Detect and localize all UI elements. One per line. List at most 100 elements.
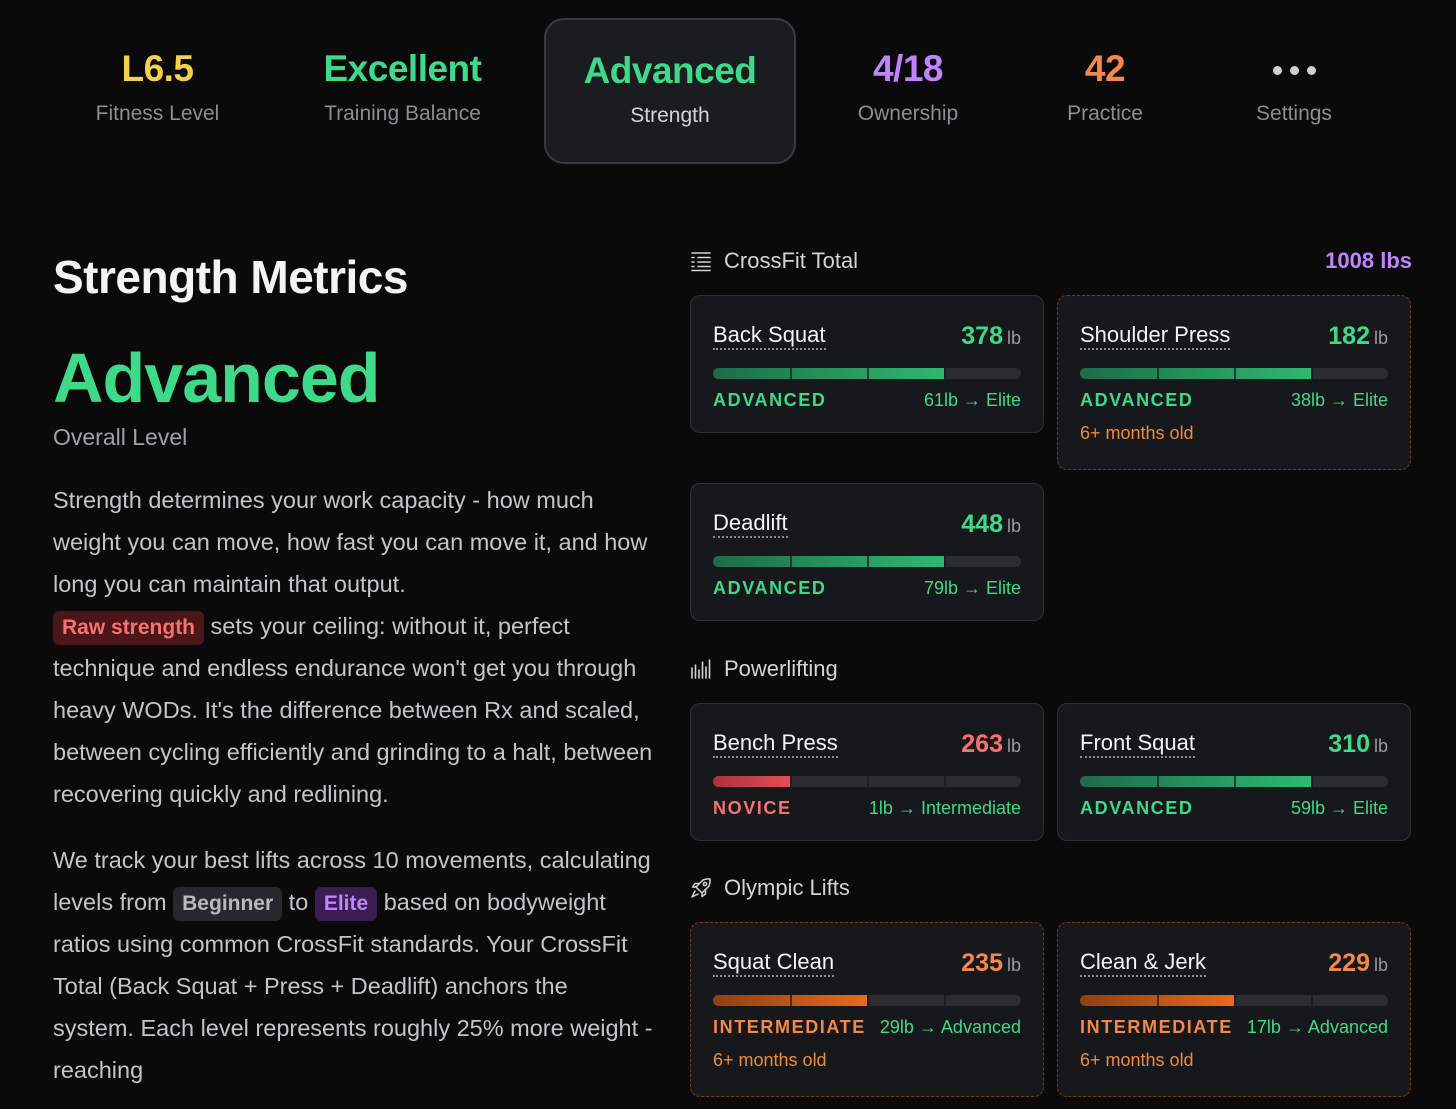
lift-level: NOVICE: [713, 798, 792, 818]
page-title: Strength Metrics: [53, 251, 408, 303]
settings-label: Settings: [1256, 102, 1332, 125]
lift-level: ADVANCED: [713, 578, 827, 598]
lift-card-back-squat[interactable]: Back Squat 378 lb ADVANCED 61lb → Elite: [690, 295, 1044, 433]
ownership-label: Ownership: [857, 102, 959, 125]
nav-training-balance[interactable]: Excellent Training Balance: [300, 18, 505, 164]
top-nav: L6.5 Fitness Level Excellent Training Ba…: [0, 0, 1456, 180]
lift-card-clean-and-jerk[interactable]: Clean & Jerk 229 lb INTERMEDIATE 17lb → A…: [1057, 922, 1411, 1097]
strength-label: Strength: [630, 104, 710, 127]
lift-weight-unit: lb: [1006, 328, 1021, 348]
lift-weight: 235 lb: [961, 949, 1021, 979]
olympic-lifts-header: Olympic Lifts: [690, 873, 1412, 903]
lift-weight-value: 378: [961, 322, 1003, 350]
list-icon: [691, 252, 711, 272]
lift-weight-value: 229: [1328, 949, 1370, 977]
lift-card-shoulder-press[interactable]: Shoulder Press 182 lb ADVANCED 38lb → Eli…: [1057, 295, 1411, 470]
powerlifting-title: Powerlifting: [724, 656, 838, 681]
nav-settings[interactable]: Settings: [1225, 18, 1363, 164]
lift-weight-unit: lb: [1373, 736, 1388, 756]
p2-text-b: to: [282, 889, 315, 915]
lift-progress-fill: [713, 556, 944, 567]
lift-next-goal: 38lb → Elite: [1290, 390, 1388, 410]
lift-weight-value: 310: [1328, 730, 1370, 758]
lift-weight-value: 448: [961, 510, 1003, 538]
lift-progress-bar: [713, 776, 1021, 787]
lift-weight: 229 lb: [1328, 949, 1388, 979]
lift-level: ADVANCED: [1080, 390, 1194, 410]
fitness-level-value: L6.5: [121, 48, 194, 89]
nav-ownership[interactable]: 4/18 Ownership: [825, 18, 991, 164]
lift-name[interactable]: Squat Clean: [713, 949, 835, 977]
lift-age-warning: 6+ months old: [1080, 1050, 1194, 1070]
lift-name[interactable]: Clean & Jerk: [1080, 949, 1206, 977]
lift-next-goal: 29lb → Advanced: [879, 1017, 1021, 1037]
crossfit-total-header: CrossFit Total 1008 lbs: [690, 246, 1412, 276]
lift-card-front-squat[interactable]: Front Squat 310 lb ADVANCED 59lb → Elite: [1057, 703, 1411, 841]
crossfit-total-title: CrossFit Total: [724, 248, 859, 273]
p1-text-b: sets your ceiling: without it, perfect t…: [53, 613, 653, 807]
lift-name[interactable]: Bench Press: [713, 730, 838, 758]
lift-weight-unit: lb: [1373, 955, 1388, 975]
lift-next-goal: 17lb → Advanced: [1246, 1017, 1388, 1037]
beginner-chip: Beginner: [173, 887, 283, 921]
description-paragraph-2: We track your best lifts across 10 movem…: [53, 839, 653, 1091]
lift-progress-fill: [713, 368, 944, 379]
fitness-level-label: Fitness Level: [95, 102, 220, 125]
lift-level: INTERMEDIATE: [1080, 1017, 1233, 1037]
nav-strength[interactable]: Advanced Strength: [544, 18, 796, 164]
lift-age-warning: 6+ months old: [713, 1050, 827, 1070]
p2-text-c: based on bodyweight ratios using common …: [53, 889, 653, 1083]
strength-overview: Strength Metrics Advanced Overall Level …: [53, 250, 653, 1091]
lift-progress-fill: [713, 776, 790, 787]
overall-level-value: Advanced: [53, 339, 381, 417]
lift-card-deadlift[interactable]: Deadlift 448 lb ADVANCED 79lb → Elite: [690, 483, 1044, 621]
lift-weight: 448 lb: [961, 510, 1021, 540]
lift-weight-value: 235: [961, 949, 1003, 977]
lift-weight-unit: lb: [1006, 955, 1021, 975]
raw-strength-chip: Raw strength: [53, 611, 205, 645]
training-balance-value: Excellent: [323, 48, 482, 89]
lift-weight-unit: lb: [1006, 516, 1021, 536]
lift-progress-bar: [713, 995, 1021, 1006]
lift-card-bench-press[interactable]: Bench Press 263 lb NOVICE 1lb → Intermedi…: [690, 703, 1044, 841]
bars-icon: [691, 659, 711, 679]
lift-next-goal: 59lb → Elite: [1290, 798, 1388, 818]
nav-practice[interactable]: 42 Practice: [1035, 18, 1175, 164]
description-paragraph-1: Strength determines your work capacity -…: [53, 479, 653, 815]
practice-value: 42: [1084, 48, 1126, 89]
training-balance-label: Training Balance: [324, 102, 481, 125]
lift-weight-unit: lb: [1373, 328, 1388, 348]
crossfit-total-value: 1008 lbs: [1325, 248, 1412, 273]
p1-text-a: Strength determines your work capacity -…: [53, 487, 648, 597]
lift-weight: 182 lb: [1328, 322, 1388, 352]
olympic-lifts-title: Olympic Lifts: [724, 875, 850, 900]
lift-weight-value: 263: [961, 730, 1003, 758]
lift-level: ADVANCED: [1080, 798, 1194, 818]
lift-progress-bar: [1080, 368, 1388, 379]
ownership-value: 4/18: [872, 48, 944, 89]
lift-progress-fill: [1080, 368, 1311, 379]
practice-label: Practice: [1067, 102, 1143, 125]
lift-weight: 263 lb: [961, 730, 1021, 760]
lift-next-goal: 1lb → Intermediate: [868, 798, 1021, 818]
more-icon: [1225, 66, 1363, 75]
lift-weight-unit: lb: [1006, 736, 1021, 756]
lift-progress-bar: [1080, 776, 1388, 787]
lift-name[interactable]: Shoulder Press: [1080, 322, 1231, 350]
lift-next-goal: 61lb → Elite: [923, 390, 1021, 410]
nav-fitness-level[interactable]: L6.5 Fitness Level: [60, 18, 255, 164]
lift-age-warning: 6+ months old: [1080, 423, 1194, 443]
lift-name[interactable]: Back Squat: [713, 322, 826, 350]
lift-level: INTERMEDIATE: [713, 1017, 866, 1037]
lift-next-goal: 79lb → Elite: [923, 578, 1021, 598]
lift-weight-value: 182: [1328, 322, 1370, 350]
lift-progress-fill: [1080, 776, 1311, 787]
p2-text-a: We track your best lifts across 10 movem…: [53, 847, 651, 915]
lift-level: ADVANCED: [713, 390, 827, 410]
lift-progress-bar: [713, 368, 1021, 379]
powerlifting-header: Powerlifting: [690, 654, 1412, 684]
lift-name[interactable]: Front Squat: [1080, 730, 1195, 758]
lift-card-squat-clean[interactable]: Squat Clean 235 lb INTERMEDIATE 29lb → Ad…: [690, 922, 1044, 1097]
lift-name[interactable]: Deadlift: [713, 510, 788, 538]
lift-weight: 310 lb: [1328, 730, 1388, 760]
